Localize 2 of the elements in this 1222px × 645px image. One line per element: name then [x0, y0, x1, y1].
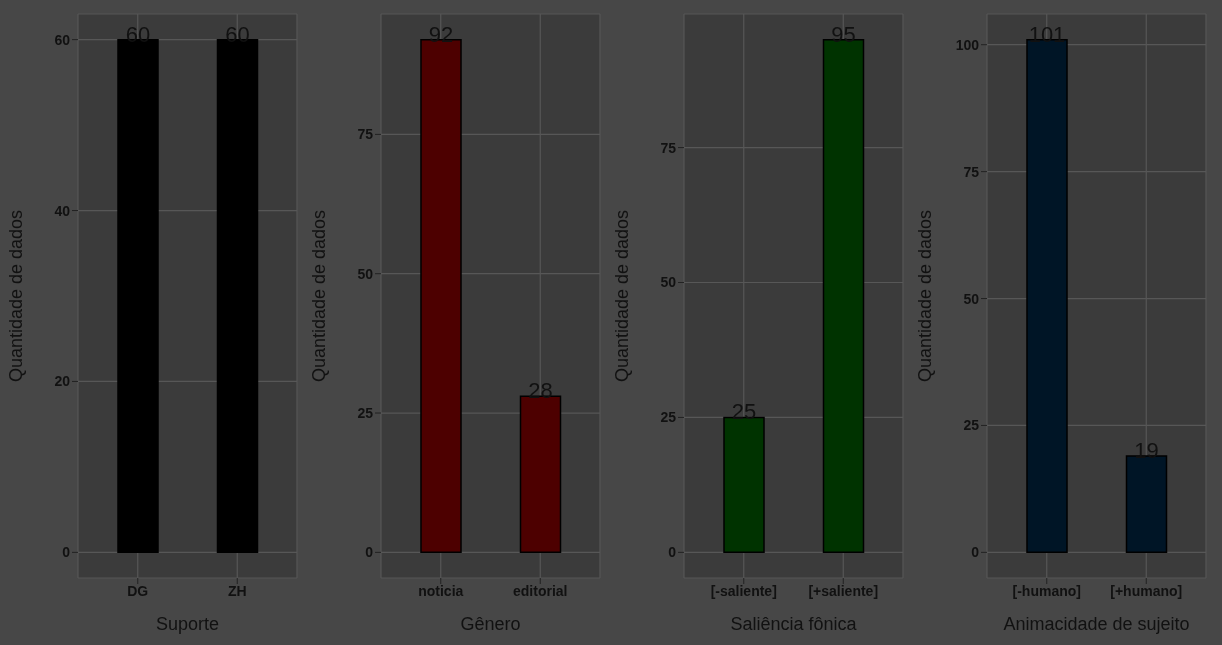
data-label: 28	[528, 378, 553, 404]
data-label: 92	[428, 21, 454, 47]
